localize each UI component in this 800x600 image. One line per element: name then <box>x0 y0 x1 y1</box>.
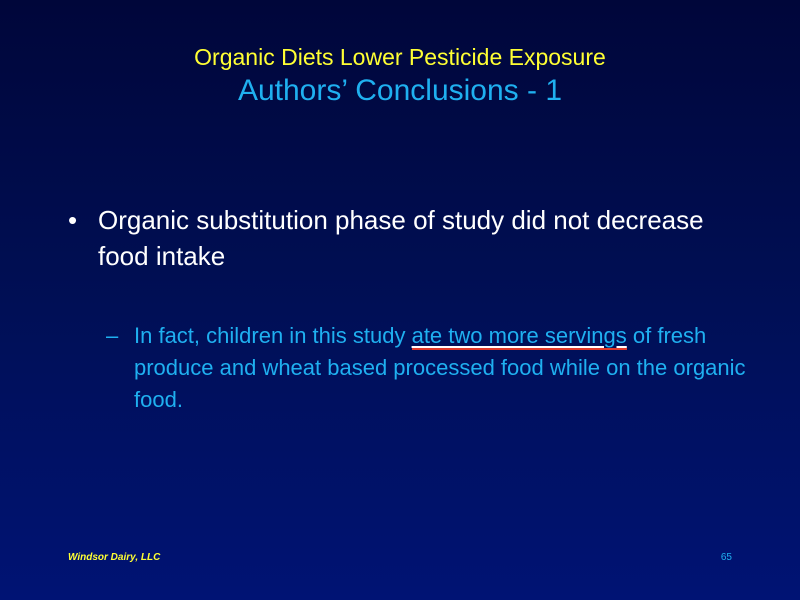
slide-title: Organic Diets Lower Pesticide Exposure A… <box>0 42 800 110</box>
highlighted-phrase: ate two more servings <box>411 323 627 350</box>
sub-bullet-text: In fact, children in this study ate two … <box>134 320 746 416</box>
main-bullet-point: • Organic substitution phase of study di… <box>68 202 728 274</box>
slide-title-main: Organic Diets Lower Pesticide Exposure <box>194 44 606 70</box>
bullet-dot-icon: • <box>68 205 78 235</box>
sub-bullet-text-before: In fact, children in this study <box>134 323 412 348</box>
slide-page-number: 65 <box>720 552 732 563</box>
dash-bullet-icon: – <box>106 323 119 348</box>
main-bullet-text: Organic substitution phase of study did … <box>98 205 704 271</box>
slide-title-subtitle: Authors’ Conclusions - 1 <box>237 74 563 107</box>
sub-bullet-text-after: of fresh produce and wheat based process… <box>134 323 746 412</box>
footer-company-name: Windsor Dairy, LLC <box>68 552 161 563</box>
sub-bullet-point: – In fact, children in this study ate tw… <box>106 320 746 416</box>
